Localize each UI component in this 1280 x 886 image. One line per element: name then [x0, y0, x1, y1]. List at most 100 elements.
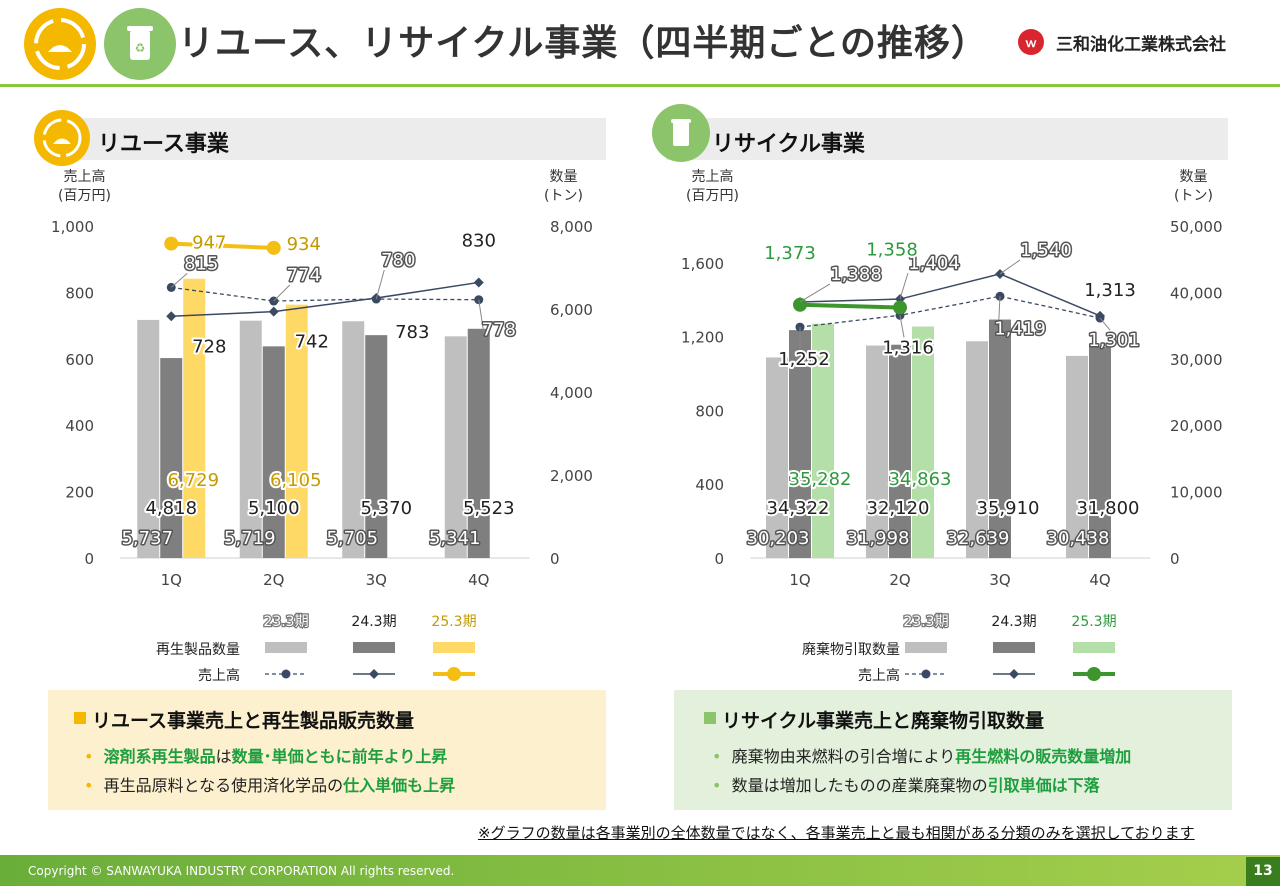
reuse-info-bullet-1: • 溶剤系再生製品は数量･単価ともに前年より上昇 [84, 743, 447, 767]
point [793, 297, 807, 312]
point [268, 306, 279, 317]
reuse-section-title: リユース事業 [98, 132, 229, 157]
bullet-emphasis: 引取単価は下落 [987, 776, 1100, 795]
point [164, 236, 179, 251]
unit-line: (百万円) [686, 188, 739, 204]
line-label-halo: 1,316 [882, 337, 934, 358]
bar [137, 319, 160, 558]
bar-label-halo: 5,100 [248, 498, 300, 519]
bar [262, 346, 285, 558]
reuse-left-axis-unit: 売上高 (百万円) [58, 168, 111, 206]
point [1095, 310, 1105, 321]
bar-label: 31,800 [1077, 498, 1140, 519]
x-tick-label: 3Q [989, 571, 1010, 589]
leader-line [997, 296, 1001, 337]
line-label-halo: 947 [192, 233, 226, 254]
line-label: 780 [381, 250, 415, 271]
leader-line [1099, 317, 1111, 331]
point [995, 291, 1005, 301]
y2-tick-label: 50,000 [1170, 218, 1223, 236]
bar [789, 330, 811, 558]
bar-label-halo: 35,910 [977, 498, 1040, 519]
bar-label-halo: 34,863 [889, 469, 952, 490]
bar-label-halo: 5,523 [463, 498, 515, 519]
bar-label-halo: 35,282 [789, 469, 852, 490]
bar [989, 319, 1011, 558]
bar-label: 5,719 [224, 528, 276, 549]
recycle-section-bar [666, 118, 1228, 160]
y2-tick-label: 0 [550, 550, 560, 568]
bar [812, 323, 834, 558]
point [895, 294, 905, 305]
y-tick-label: 0 [714, 550, 724, 568]
line-label: 815 [184, 253, 218, 274]
line-label-halo: 934 [287, 234, 321, 255]
legend-period: 24.3期 [351, 614, 396, 630]
y2-tick-label: 40,000 [1170, 284, 1223, 302]
recycle-info-box [674, 690, 1232, 810]
line-label: 774 [287, 265, 321, 286]
bar [444, 336, 467, 558]
line-label: 742 [295, 332, 329, 353]
leader-line [799, 283, 831, 303]
point [166, 311, 177, 322]
legend-period: 25.3期 [1071, 614, 1116, 630]
reuse-info-bullet-2: • 再生品原料となる使用済化学品の仕入単価も上昇 [84, 772, 455, 796]
line-label: 1,373 [764, 243, 816, 264]
leader-line [899, 315, 905, 338]
footnote: ※グラフの数量は各事業別の全体数量ではなく、各事業売上と最も相関がある分類のみを… [478, 824, 1195, 842]
series-line [799, 302, 901, 310]
unit-line: 売上高 [63, 169, 106, 185]
y2-tick-label: 8,000 [550, 218, 593, 236]
bar-label: 34,322 [767, 498, 830, 519]
unit-line: (トン) [1174, 188, 1213, 204]
series-line [171, 286, 479, 302]
bullet-text: 数量は増加したものの産業廃棄物の [731, 776, 988, 795]
page-number: 13 [1246, 857, 1280, 886]
svg-text:♻: ♻ [135, 41, 146, 55]
y2-tick-label: 10,000 [1170, 484, 1223, 502]
series-line [171, 281, 479, 318]
y-tick-label: 400 [65, 417, 94, 435]
recycle-section-title: リサイクル事業 [712, 132, 865, 157]
y2-tick-label: 0 [1170, 550, 1180, 568]
legend-bar-swatch [1073, 642, 1115, 653]
line-label: 1,252 [778, 349, 830, 370]
recycle-right-axis-unit: 数量 (トン) [1174, 168, 1213, 206]
bar-label: 5,341 [429, 528, 481, 549]
company-name: 三和油化工業株式会社 [1056, 35, 1226, 55]
bar-label-halo: 4,818 [145, 498, 197, 519]
recycle-info-bullet-2: • 数量は増加したものの産業廃棄物の引取単価は下落 [712, 772, 1100, 796]
bullet-dot-icon: • [84, 747, 94, 766]
legend-bar-swatch [905, 642, 947, 653]
bullet-text: 再生品原料となる使用済化学品の [103, 776, 344, 795]
legend-row-label: 売上高 [198, 667, 240, 684]
page-title: リユース、リサイクル事業（四半期ごとの推移） [178, 23, 989, 64]
y2-tick-label: 30,000 [1170, 351, 1223, 369]
company-logo-icon: ｗ [1014, 28, 1048, 56]
bar [912, 326, 934, 558]
line-label: 1,540 [1020, 240, 1072, 261]
legend-period: 24.3期 [991, 614, 1036, 630]
bar-label-halo: 6,729 [167, 470, 219, 491]
bar-label: 5,705 [326, 528, 378, 549]
leader-line [478, 299, 486, 340]
bar [1089, 346, 1111, 558]
unit-line: (百万円) [58, 188, 111, 204]
reuse-section-bar [48, 118, 606, 160]
line-label-halo: 1,373 [764, 243, 816, 264]
legend-period: 23.3期 [903, 614, 948, 630]
line-label-halo: 783 [395, 322, 429, 343]
legend-marker [369, 669, 379, 679]
x-tick-label: 4Q [468, 571, 489, 589]
bar-label: 32,639 [947, 528, 1010, 549]
reuse-info-square-icon [74, 712, 86, 724]
bar [160, 358, 183, 558]
series-line [799, 273, 1101, 317]
line-label-halo: 830 [462, 230, 496, 251]
reuse-section-icon [34, 110, 90, 166]
series-line [799, 295, 1101, 328]
leader-line [999, 259, 1021, 275]
